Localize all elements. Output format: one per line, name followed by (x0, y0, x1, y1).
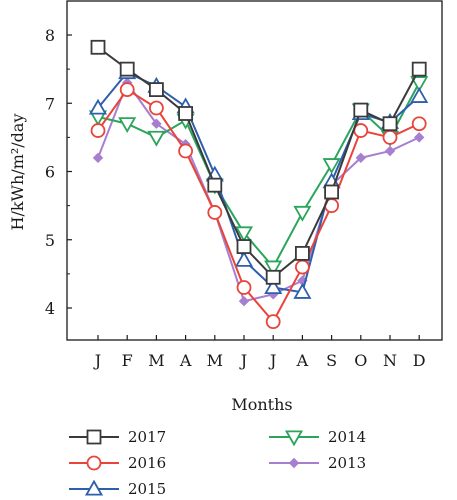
data-point-2013-11 (384, 145, 396, 157)
legend-item-2014: 2014 (269, 428, 366, 447)
data-point-2016-3 (148, 100, 164, 116)
data-point-2014-3 (147, 130, 166, 147)
legend-swatch-marker (86, 455, 102, 471)
data-point-2017-10 (353, 102, 369, 118)
y-tick-label: 4 (45, 299, 55, 318)
y-tick-label: 5 (45, 231, 55, 250)
series-2016 (90, 82, 427, 330)
data-point-2017-6 (236, 239, 252, 254)
data-point-2014-12 (410, 76, 429, 93)
data-point-2015-1 (88, 98, 108, 115)
x-tick-label: J (239, 351, 247, 370)
x-axis-title: Months (231, 395, 292, 414)
legend-label: 2015 (128, 480, 166, 498)
legend: 2017 2016 2015 2014 2013 (69, 428, 366, 498)
data-point-2017-12 (411, 61, 427, 77)
data-point-2016-5 (207, 205, 223, 220)
legend-swatch-marker (84, 479, 104, 496)
data-point-2017-9 (324, 184, 340, 200)
legend-swatch-marker (284, 430, 304, 447)
data-point-2013-1 (92, 152, 104, 164)
data-point-2016-11 (382, 129, 398, 145)
data-point-2014-7 (264, 260, 283, 277)
data-point-2015-12 (410, 87, 429, 103)
data-point-2017-5 (207, 177, 223, 193)
series-2013 (92, 77, 425, 307)
series-line-2013 (97, 80, 420, 303)
y-tick-label: 8 (45, 26, 55, 45)
series-2017 (90, 39, 427, 285)
x-tick-label: S (326, 351, 337, 370)
y-tick-label: 7 (45, 94, 55, 113)
data-point-2016-1 (90, 123, 106, 138)
data-point-2016-2 (119, 82, 135, 97)
series-layer (88, 39, 429, 330)
legend-swatch-marker (288, 457, 300, 469)
x-tick-label: J (268, 351, 276, 370)
data-point-2016-12 (411, 116, 427, 132)
series-2014 (88, 76, 429, 277)
x-tick-label: J (93, 351, 101, 370)
data-point-2014-9 (322, 158, 341, 174)
data-point-2016-10 (353, 123, 369, 138)
legend-label: 2017 (128, 428, 166, 446)
x-tick-label: A (179, 351, 192, 370)
data-point-2016-6 (236, 280, 252, 295)
legend-swatch-marker (86, 429, 102, 445)
data-point-2017-4 (178, 106, 194, 121)
data-point-2017-7 (265, 269, 281, 285)
series-line-2017 (97, 46, 421, 279)
data-point-2014-6 (234, 226, 254, 243)
x-tick-label: M (148, 351, 164, 370)
x-tick-label: N (383, 351, 397, 370)
data-point-2013-6 (238, 295, 250, 307)
x-tick-label: D (413, 351, 426, 370)
y-axis-title: H/kWh/m²/day (8, 114, 27, 231)
x-tick-label: M (207, 351, 223, 370)
legend-label: 2016 (128, 454, 166, 472)
x-tick-label: O (354, 351, 367, 370)
data-point-2017-11 (382, 116, 398, 132)
data-point-2017-1 (90, 39, 106, 55)
data-point-2016-7 (265, 314, 281, 330)
plot-frame (66, 0, 443, 341)
data-point-2013-10 (355, 152, 367, 164)
x-tick-label: F (122, 351, 133, 370)
legend-item-2016: 2016 (69, 454, 166, 472)
legend-item-2017: 2017 (69, 428, 166, 446)
legend-item-2015: 2015 (69, 479, 166, 498)
data-point-2017-8 (294, 245, 310, 261)
x-tick-label: A (296, 351, 309, 370)
data-point-2016-4 (178, 143, 194, 159)
data-point-2017-2 (119, 61, 135, 77)
y-tick-label: 6 (45, 163, 55, 182)
data-point-2017-3 (148, 82, 164, 97)
legend-label: 2013 (328, 454, 366, 472)
data-point-2016-8 (294, 259, 310, 275)
data-point-2014-2 (118, 117, 137, 134)
data-point-2013-3 (151, 118, 162, 129)
data-point-2015-8 (293, 282, 312, 299)
legend-label: 2014 (328, 428, 366, 446)
series-line-2015 (97, 71, 420, 294)
legend-item-2013: 2013 (269, 454, 366, 472)
data-point-2013-12 (413, 132, 425, 143)
data-point-2015-6 (234, 250, 254, 267)
series-line-2016 (97, 88, 420, 324)
data-point-2015-7 (264, 278, 283, 295)
data-point-2014-8 (293, 205, 312, 222)
